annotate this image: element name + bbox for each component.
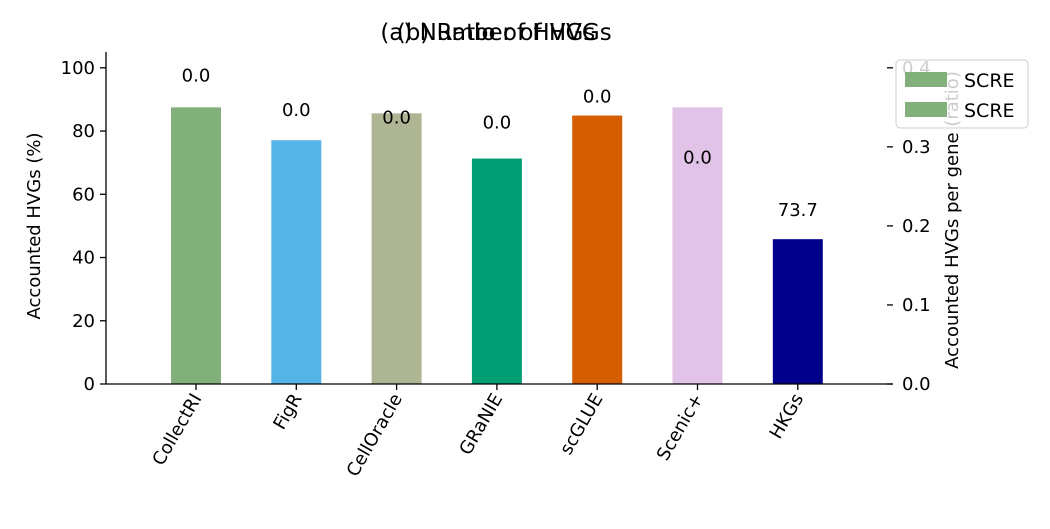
bar-scglue — [572, 115, 623, 384]
left-axis-label: Accounted HVGs (%) — [24, 133, 45, 320]
x-tick-label: GRaNIE — [455, 390, 507, 459]
right-tick-label: 0.0 — [902, 374, 931, 395]
right-axis-label: Accounted HVGs per gene (ratio) — [942, 71, 963, 369]
bar-label-collectri: 0.0 — [182, 65, 211, 86]
chart-titles: (a) Number of HVGs(b) Ratio of HVGs — [380, 20, 611, 46]
bar-figr — [271, 140, 322, 384]
axes-layer — [105, 52, 893, 385]
bar-label-hkgs: 73.7 — [778, 200, 818, 221]
right-tick-label: 0.1 — [902, 295, 931, 316]
bar-scenic- — [672, 107, 723, 384]
x-tick-label: FigR — [269, 390, 306, 433]
x-tick-label: Scenic+ — [653, 390, 708, 464]
x-tick-label: CollectRI — [148, 390, 206, 469]
legend-swatch — [905, 72, 947, 87]
bar-label-granie: 0.0 — [483, 113, 512, 134]
left-tick-label: 0 — [84, 374, 95, 395]
bar-label-scglue: 0.0 — [583, 87, 612, 108]
x-tick-label: CellOracle — [343, 390, 407, 480]
legend: SCRE SCRE — [895, 59, 1029, 129]
left-axis-ticks: 0 20 40 60 80 100 — [61, 58, 106, 395]
bar-label-scenic-: 0.0 — [683, 147, 712, 168]
left-tick-label: 100 — [61, 58, 95, 79]
bars-layer — [171, 107, 823, 385]
left-tick-label: 40 — [72, 248, 95, 269]
bar-granie — [471, 158, 522, 384]
bar-labels-layer: 0.0 0.0 0.0 0.0 0.0 0.0 73.7 — [182, 65, 818, 221]
bar-label-figr: 0.0 — [282, 100, 311, 121]
bar-celloracle — [371, 113, 422, 385]
legend-label: SCRE — [964, 100, 1015, 122]
right-tick-label: 0.3 — [902, 137, 931, 158]
chart-title-1: (a) Number of HVGs — [380, 20, 611, 46]
bar-collectri — [171, 107, 221, 384]
left-tick-label: 20 — [72, 311, 95, 332]
x-tick-label: HKGs — [766, 390, 809, 443]
chart-title-2: (b) Ratio of HVGs — [397, 20, 596, 46]
bar-label-celloracle: 0.0 — [382, 107, 411, 128]
bar-hkgs — [772, 239, 823, 384]
left-tick-label: 80 — [72, 121, 95, 142]
left-tick-label: 60 — [72, 184, 95, 205]
legend-swatch — [905, 102, 947, 117]
legend-label: SCRE — [964, 70, 1015, 92]
x-tick-label: scGLUE — [556, 390, 608, 458]
x-axis-ticks: CollectRI FigR CellOracle GRaNIE scGLUE Sceni… — [148, 384, 808, 480]
right-tick-label: 0.2 — [902, 216, 931, 237]
